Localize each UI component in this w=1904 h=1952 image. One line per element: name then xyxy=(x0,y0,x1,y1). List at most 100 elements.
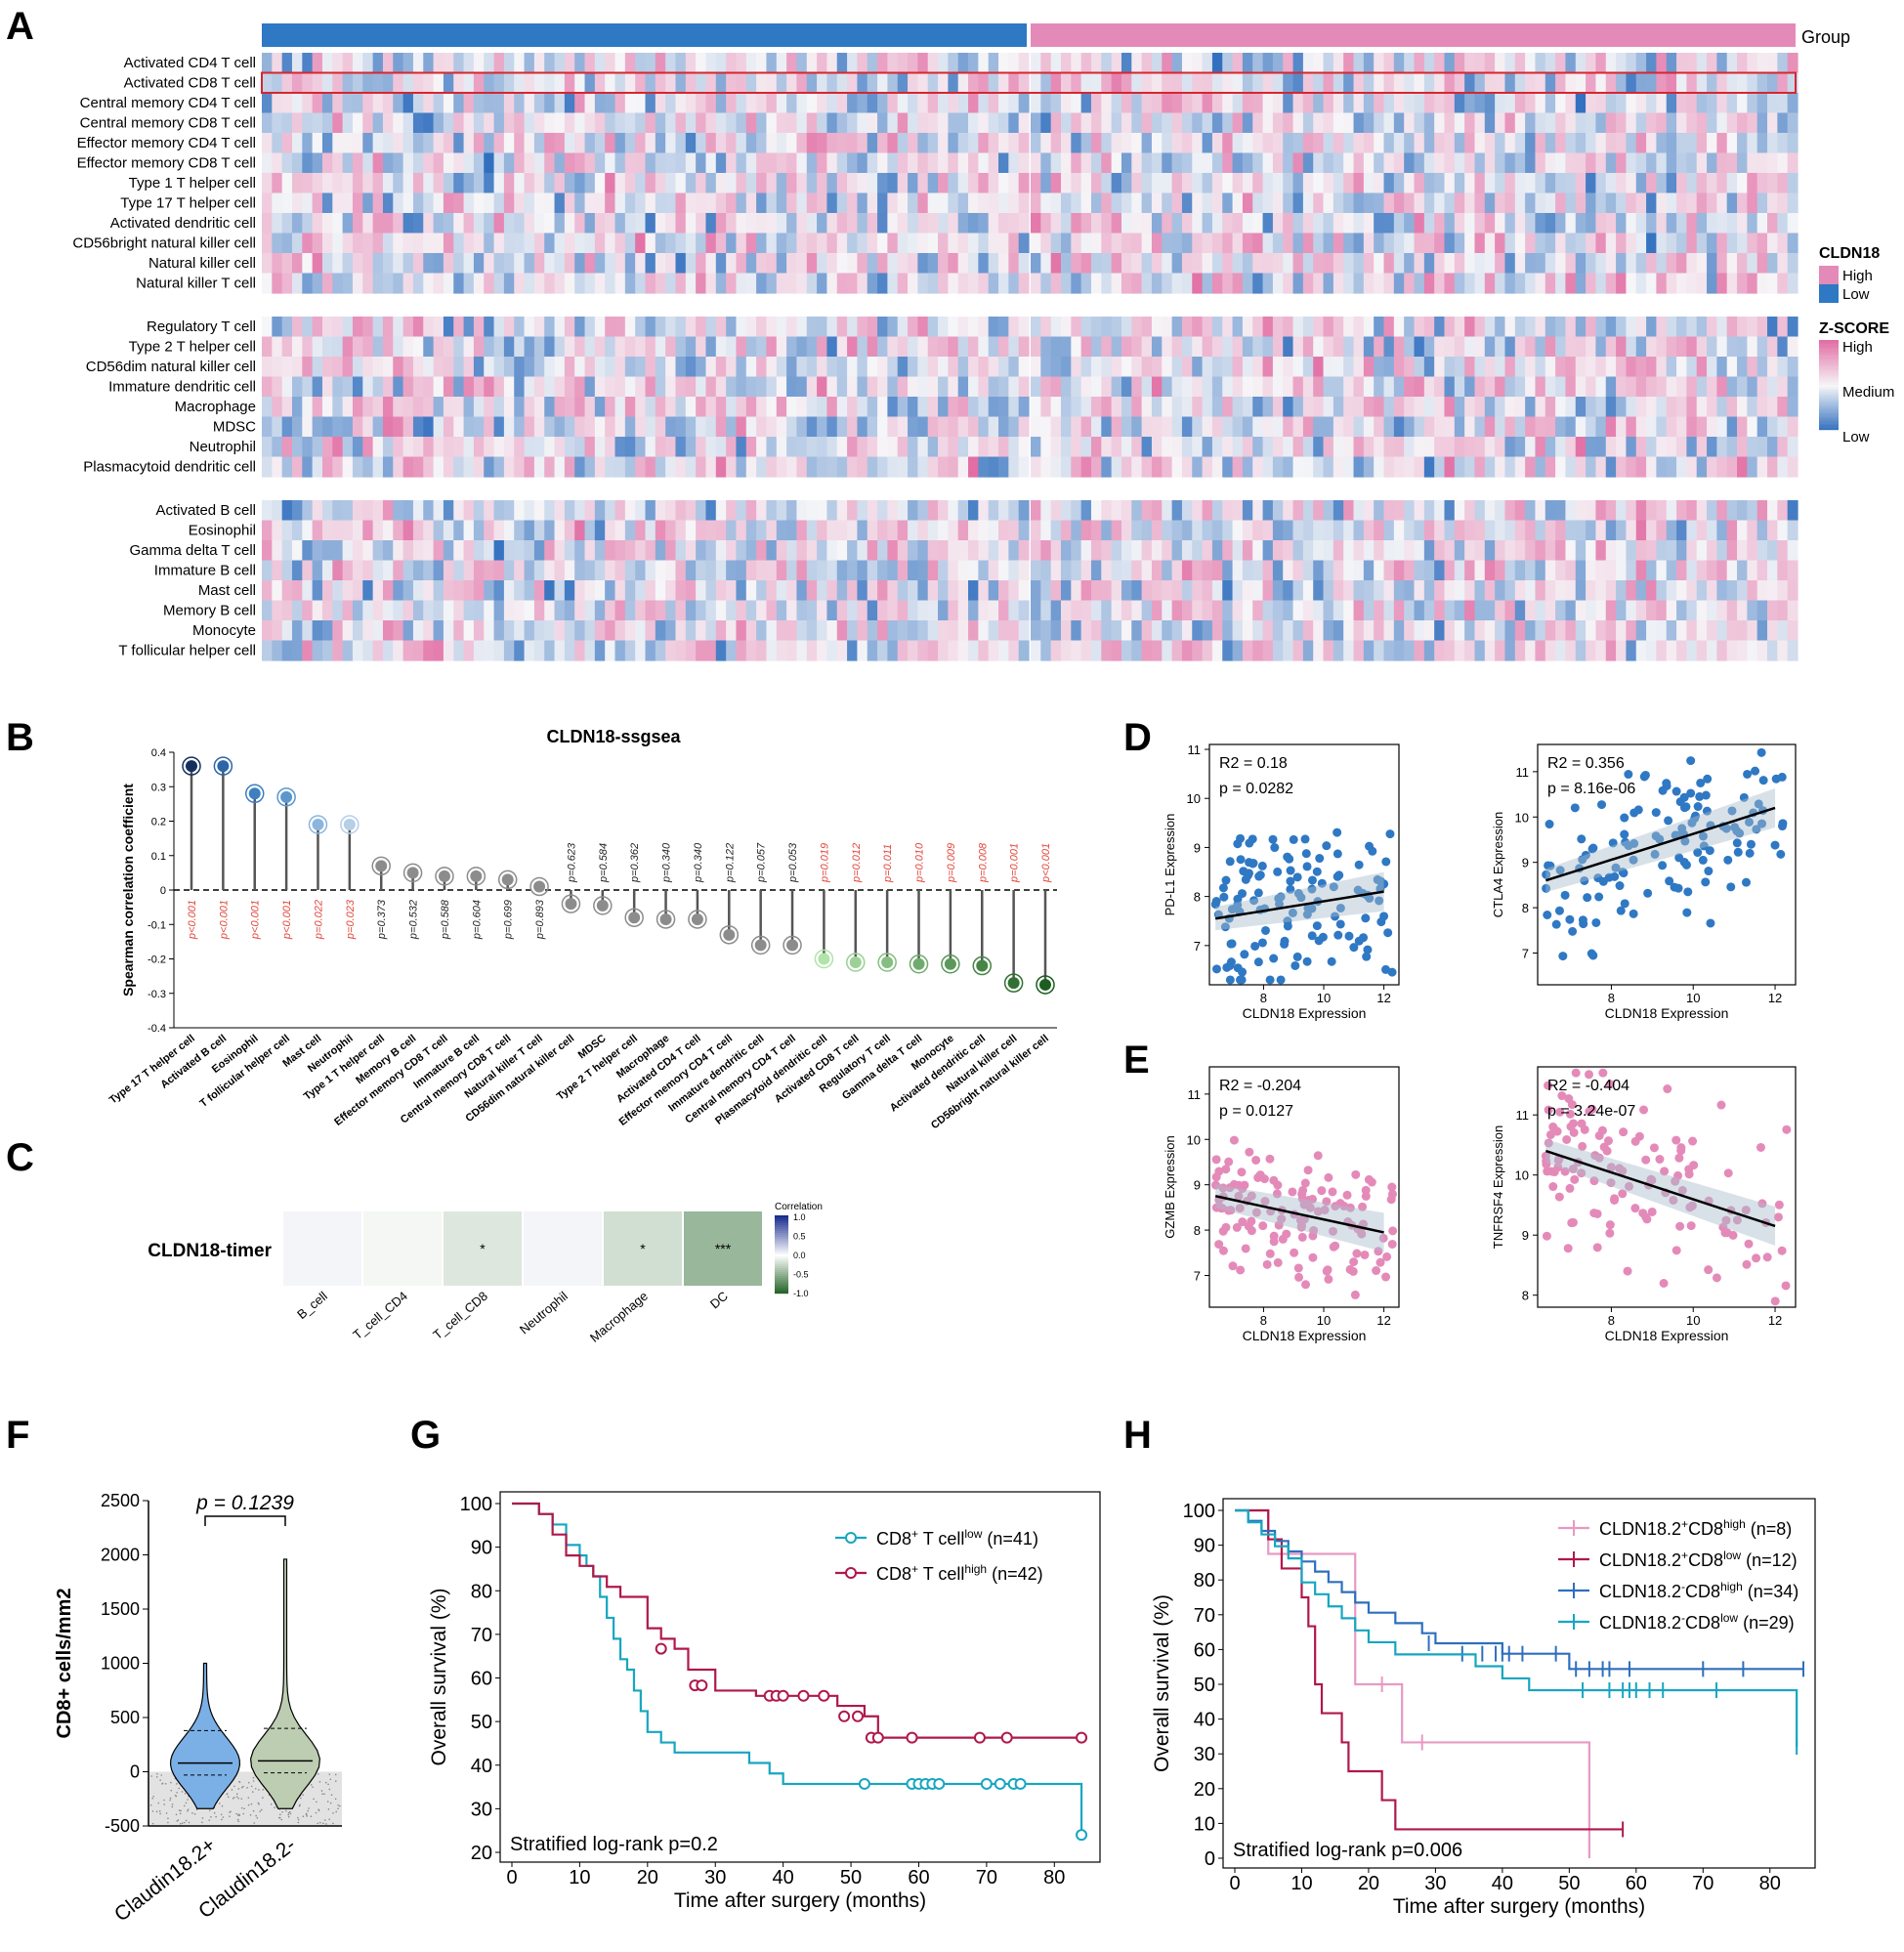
heatmap-cell xyxy=(745,213,757,234)
heatmap-cell xyxy=(1222,357,1234,378)
heatmap-cell xyxy=(262,192,273,214)
heatmap-cell xyxy=(826,112,838,134)
heatmap-cell xyxy=(342,273,354,294)
heatmap-cell xyxy=(1495,273,1506,294)
heatmap-cell xyxy=(998,253,1009,275)
heatmap-cell xyxy=(1454,152,1465,174)
heatmap-cell xyxy=(1575,376,1587,398)
heatmap-cell xyxy=(1343,233,1355,254)
zscore-legend-step xyxy=(1819,423,1839,426)
heatmap-cell xyxy=(564,620,575,642)
heatmap-cell xyxy=(1008,500,1020,522)
heatmap-cell xyxy=(524,72,535,94)
heatmap-cell xyxy=(756,560,768,581)
heatmap-cell xyxy=(1040,253,1052,275)
heatmap-cell xyxy=(1383,397,1395,418)
heatmap-cell xyxy=(272,357,283,378)
heatmap-cell xyxy=(1495,253,1506,275)
heatmap-cell xyxy=(1414,437,1425,458)
heatmap-cell xyxy=(826,357,838,378)
heatmap-cell xyxy=(1514,620,1526,642)
heatmap-cell xyxy=(635,133,647,154)
heatmap-cell xyxy=(493,580,505,602)
heatmap-cell xyxy=(493,336,505,358)
heatmap-cell xyxy=(402,397,414,418)
timer-legend-step xyxy=(775,1268,788,1271)
heatmap-cell xyxy=(1434,580,1446,602)
heatmap-cell xyxy=(887,336,899,358)
heatmap-cell xyxy=(665,600,677,621)
heatmap-cell xyxy=(1555,233,1567,254)
scatter-point xyxy=(1344,931,1354,941)
heatmap-cell xyxy=(1313,253,1325,275)
heatmap-cell xyxy=(756,620,768,642)
heatmap-cell xyxy=(776,336,787,358)
heatmap-cell xyxy=(423,500,435,522)
heatmap-cell xyxy=(1151,540,1163,562)
heatmap-cell xyxy=(715,540,727,562)
heatmap-cell xyxy=(917,233,929,254)
heatmap-cell xyxy=(312,376,323,398)
heatmap-cell xyxy=(1474,112,1486,134)
heatmap-cell xyxy=(696,213,707,234)
heatmap-cell xyxy=(524,53,535,74)
heatmap-cell xyxy=(796,620,808,642)
heatmap-cell xyxy=(857,640,868,661)
zscore-legend-medium: Medium xyxy=(1842,384,1894,401)
heatmap-cell xyxy=(1747,72,1758,94)
heatmap-cell xyxy=(332,72,344,94)
row-label-cd56dim-natural-killer-cell: CD56dim natural killer cell xyxy=(86,359,256,375)
heatmap-cell xyxy=(1242,213,1253,234)
heatmap-cell xyxy=(1787,357,1798,378)
heatmap-cell xyxy=(897,152,909,174)
heatmap-cell xyxy=(574,640,586,661)
heatmap-cell xyxy=(605,112,616,134)
heatmap-cell xyxy=(554,192,566,214)
heatmap-cell xyxy=(1525,336,1537,358)
heatmap-cell xyxy=(614,93,626,114)
heatmap-cell xyxy=(402,213,414,234)
heatmap-cell xyxy=(1090,112,1102,134)
heatmap-cell xyxy=(1756,357,1768,378)
heatmap-cell xyxy=(272,53,283,74)
heatmap-cell xyxy=(675,600,687,621)
heatmap-cell xyxy=(988,72,999,94)
heatmap-cell xyxy=(372,72,384,94)
heatmap-cell xyxy=(624,233,636,254)
heatmap-cell xyxy=(988,456,999,478)
heatmap-cell xyxy=(705,233,717,254)
heatmap-cell xyxy=(1535,53,1546,74)
heatmap-cell xyxy=(806,357,818,378)
heatmap-cell xyxy=(484,53,495,74)
scatter-point xyxy=(1333,930,1343,940)
heatmap-cell xyxy=(1323,580,1334,602)
heatmap-cell xyxy=(574,273,586,294)
heatmap-cell xyxy=(1767,437,1778,458)
heatmap-cell xyxy=(533,580,545,602)
zscore-legend-step xyxy=(1819,403,1839,405)
heatmap-cell xyxy=(1626,173,1637,194)
heatmap-cell xyxy=(938,357,949,378)
heatmap-cell xyxy=(1018,416,1030,438)
heatmap-cell xyxy=(1111,152,1122,174)
heatmap-cell xyxy=(917,456,929,478)
heatmap-cell xyxy=(564,317,575,338)
heatmap-cell xyxy=(1737,357,1748,378)
heatmap-cell xyxy=(1162,317,1173,338)
heatmap-cell xyxy=(1101,640,1113,661)
heatmap-cell xyxy=(826,233,838,254)
scatter-point xyxy=(1262,1259,1272,1269)
heatmap-cell xyxy=(493,456,505,478)
heatmap-cell xyxy=(1192,640,1204,661)
heatmap-cell xyxy=(382,233,394,254)
heatmap-cell xyxy=(1525,640,1537,661)
heatmap-cell xyxy=(1151,437,1163,458)
heatmap-cell xyxy=(927,173,939,194)
heatmap-cell xyxy=(1696,152,1708,174)
heatmap-cell xyxy=(1504,192,1516,214)
heatmap-cell xyxy=(675,397,687,418)
heatmap-cell xyxy=(1211,640,1223,661)
heatmap-cell xyxy=(614,520,626,541)
heatmap-cell xyxy=(726,93,738,114)
